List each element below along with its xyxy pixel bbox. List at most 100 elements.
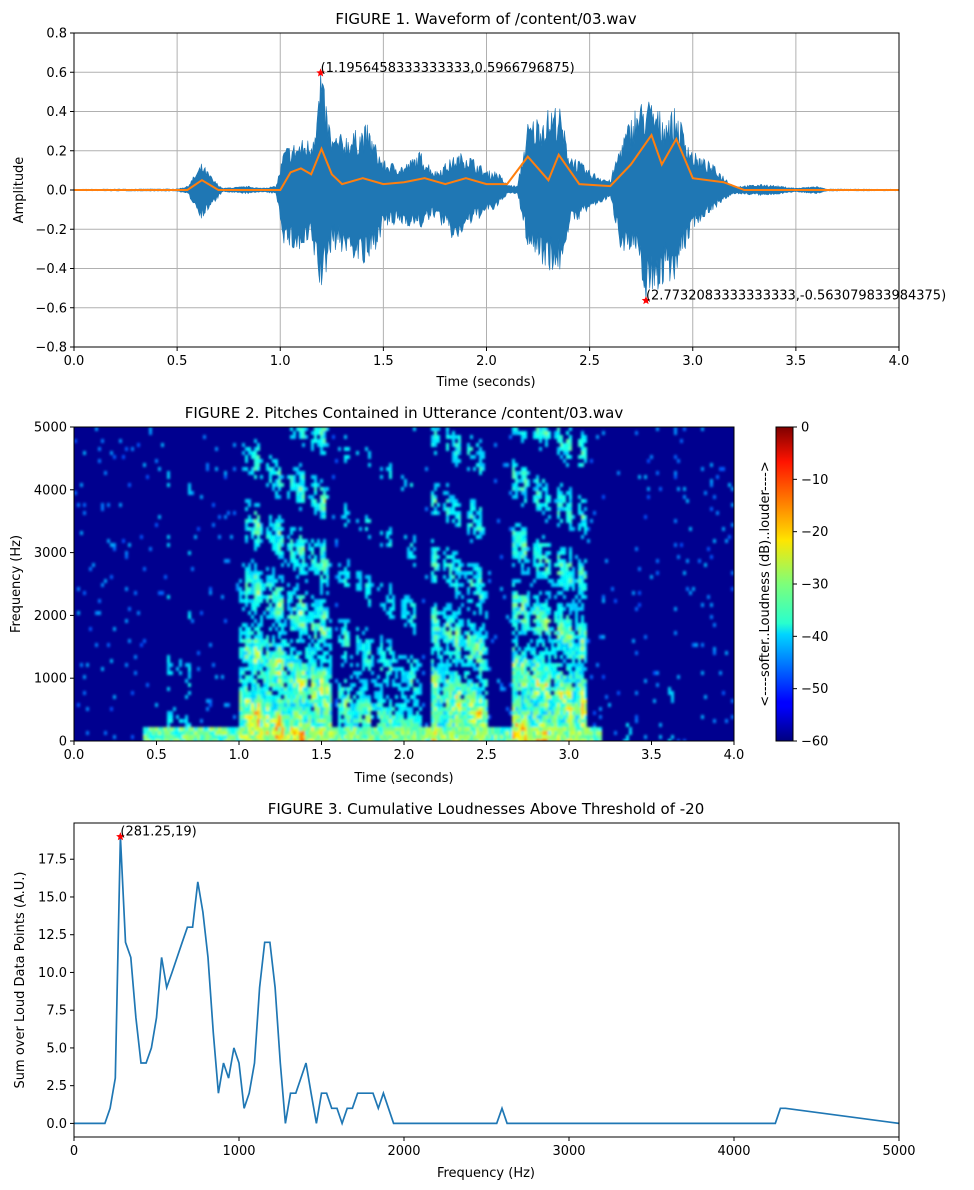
spectrogram-cell <box>404 703 407 707</box>
spectrogram-cell <box>245 539 248 543</box>
spectrogram-cell <box>509 619 512 623</box>
spectrogram-cell <box>479 467 482 471</box>
spectrogram-cell <box>344 575 347 579</box>
spectrogram-cell <box>518 431 521 435</box>
spectrogram-cell <box>95 643 98 647</box>
spectrogram-cell <box>527 671 530 675</box>
spectrogram-cell <box>572 571 575 575</box>
spectrogram-cell <box>254 619 257 623</box>
spectrogram-cell <box>275 527 278 531</box>
spectrogram-cell <box>380 543 383 547</box>
spectrogram-cell <box>518 647 521 651</box>
spectrogram-cell <box>269 723 272 727</box>
spectrogram-cell <box>272 655 275 659</box>
spectrogram-cell <box>401 703 404 707</box>
spectrogram-cell <box>326 631 329 635</box>
spectrogram-cell <box>500 555 503 559</box>
spectrogram-cell <box>482 643 485 647</box>
spectrogram-cell <box>629 731 632 735</box>
spectrogram-cell <box>527 619 530 623</box>
spectrogram-cell <box>431 499 434 503</box>
spectrogram-cell <box>515 699 518 703</box>
spectrogram-cell <box>524 495 527 499</box>
spectrogram-cell <box>563 507 566 511</box>
spectrogram-cell <box>554 699 557 703</box>
colorbar-label: <----softer..Loudness (dB)..louder----> <box>758 461 773 706</box>
spectrogram-cell <box>329 711 332 715</box>
spectrogram-cell <box>551 715 554 719</box>
spectrogram-cell <box>248 675 251 679</box>
spectrogram-cell <box>482 591 485 595</box>
spectrogram-cell <box>347 447 350 451</box>
spectrogram-cell <box>242 687 245 691</box>
spectrogram-cell <box>590 735 593 739</box>
spectrogram-cell <box>557 503 560 507</box>
spectrogram-cell <box>524 735 527 739</box>
spectrogram-cell <box>173 707 176 711</box>
spectrogram-cell <box>374 707 377 711</box>
spectrogram-cell <box>260 719 263 723</box>
spectrogram-cell <box>245 567 248 571</box>
spectrogram-cell <box>278 623 281 627</box>
spectrogram-cell <box>533 715 536 719</box>
spectrogram-cell <box>449 499 452 503</box>
spectrogram-cell <box>320 739 323 741</box>
spectrogram-cell <box>512 483 515 487</box>
spectrogram-cell <box>425 723 428 727</box>
spectrogram-cell <box>599 731 602 735</box>
spectrogram-cell <box>539 731 542 735</box>
spectrogram-cell <box>566 455 569 459</box>
spectrogram-cell <box>452 563 455 567</box>
spectrogram-cell <box>320 551 323 555</box>
spectrogram-cell <box>386 731 389 735</box>
spectrogram-cell <box>296 499 299 503</box>
spectrogram-cell <box>509 731 512 735</box>
spectrogram-cell <box>296 667 299 671</box>
spectrogram-cell <box>329 715 332 719</box>
spectrogram-cell <box>491 639 494 643</box>
spectrogram-cell <box>569 687 572 691</box>
spectrogram-cell <box>272 723 275 727</box>
spectrogram-cell <box>602 431 605 435</box>
spectrogram-cell <box>320 515 323 519</box>
spectrogram-cell <box>410 543 413 547</box>
spectrogram-cell <box>524 491 527 495</box>
spectrogram-cell <box>275 723 278 727</box>
spectrogram-cell <box>512 583 515 587</box>
spectrogram-cell <box>458 439 461 443</box>
spectrogram-cell <box>575 687 578 691</box>
x-tick-label: 4000 <box>717 1144 750 1159</box>
spectrogram-cell <box>521 471 524 475</box>
spectrogram-cell <box>293 647 296 651</box>
spectrogram-cell <box>572 631 575 635</box>
spectrogram-cell <box>272 635 275 639</box>
spectrogram-cell <box>314 427 317 431</box>
spectrogram-cell <box>248 703 251 707</box>
spectrogram-cell <box>257 719 260 723</box>
spectrogram-cell <box>539 659 542 663</box>
spectrogram-cell <box>368 663 371 667</box>
spectrogram-cell <box>572 575 575 579</box>
spectrogram-cell <box>512 623 515 627</box>
spectrogram-cell <box>245 527 248 531</box>
spectrogram-cell <box>302 555 305 559</box>
spectrogram-cell <box>446 731 449 735</box>
spectrogram-cell <box>281 715 284 719</box>
spectrogram-cell <box>521 431 524 435</box>
spectrogram-cell <box>272 535 275 539</box>
spectrogram-cell <box>248 659 251 663</box>
spectrogram-cell <box>563 619 566 623</box>
spectrogram-cell <box>536 571 539 575</box>
spectrogram-cell <box>440 631 443 635</box>
spectrogram-cell <box>488 571 491 575</box>
spectrogram-cell <box>419 735 422 739</box>
spectrogram-cell <box>536 475 539 479</box>
spectrogram-cell <box>407 715 410 719</box>
spectrogram-cell <box>263 691 266 695</box>
spectrogram-cell <box>704 695 707 699</box>
spectrogram-cell <box>308 495 311 499</box>
spectrogram-cell <box>458 503 461 507</box>
spectrogram-cell <box>260 663 263 667</box>
spectrogram-cell <box>299 631 302 635</box>
spectrogram-cell <box>293 659 296 663</box>
